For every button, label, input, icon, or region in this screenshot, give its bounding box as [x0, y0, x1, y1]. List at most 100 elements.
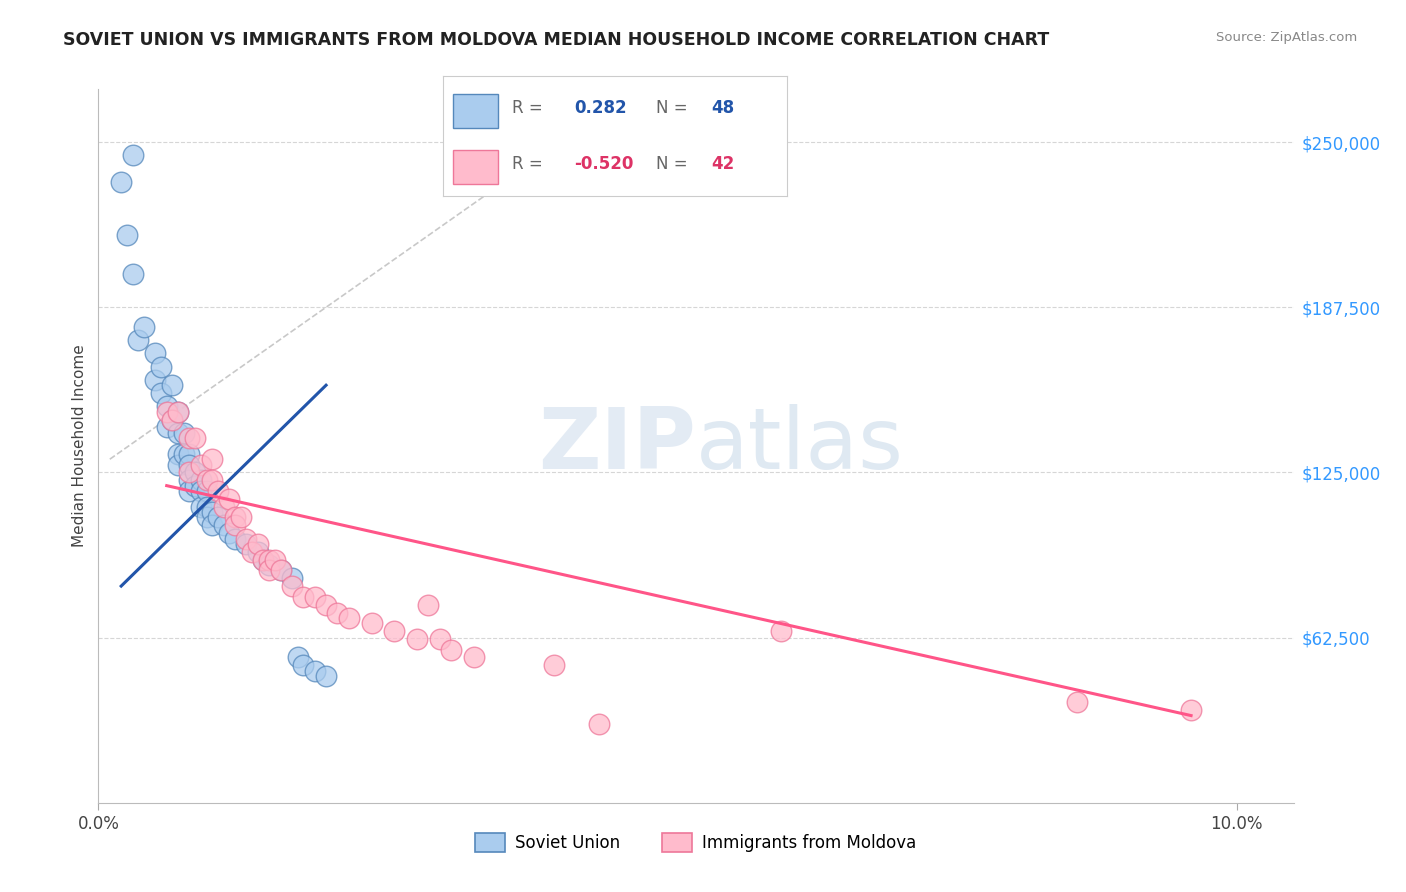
Point [190, 500, 212, 514]
Point [263, 552, 285, 566]
Point [252, 552, 274, 566]
Point [224, 510, 246, 524]
Point [167, 404, 190, 418]
Point [179, 474, 201, 488]
Point [212, 518, 235, 533]
Point [143, 346, 166, 360]
Text: Source: ZipAtlas.com: Source: ZipAtlas.com [1216, 31, 1357, 45]
Point [252, 552, 274, 566]
Point [229, 510, 252, 524]
Point [121, 148, 143, 162]
Point [115, 227, 138, 242]
Point [156, 400, 179, 414]
Point [184, 466, 207, 480]
Point [218, 526, 240, 541]
Point [162, 412, 184, 426]
Text: N =: N = [657, 154, 693, 173]
Point [201, 518, 224, 533]
Point [304, 590, 326, 604]
Legend: Soviet Union, Immigrants from Moldova: Soviet Union, Immigrants from Moldova [468, 826, 924, 859]
Text: R =: R = [512, 154, 548, 173]
Point [588, 716, 610, 731]
Point [167, 404, 190, 418]
Point [150, 359, 173, 374]
Point [770, 624, 793, 638]
Y-axis label: Median Household Income: Median Household Income [72, 344, 87, 548]
Point [207, 510, 229, 524]
Point [179, 458, 201, 472]
Point [224, 518, 246, 533]
Point [543, 658, 565, 673]
Point [304, 664, 326, 678]
Point [184, 478, 207, 492]
Point [179, 447, 201, 461]
Text: SOVIET UNION VS IMMIGRANTS FROM MOLDOVA MEDIAN HOUSEHOLD INCOME CORRELATION CHAR: SOVIET UNION VS IMMIGRANTS FROM MOLDOVA … [63, 31, 1049, 49]
Point [337, 611, 360, 625]
Point [162, 378, 184, 392]
Point [429, 632, 451, 646]
Point [150, 386, 173, 401]
Point [195, 500, 218, 514]
Point [235, 532, 257, 546]
Point [360, 616, 382, 631]
Point [173, 447, 195, 461]
Point [463, 650, 485, 665]
Point [195, 510, 218, 524]
Point [184, 431, 207, 445]
Point [156, 404, 179, 418]
Point [257, 552, 280, 566]
Point [270, 563, 292, 577]
Point [382, 624, 405, 638]
Point [127, 333, 149, 347]
Text: 42: 42 [711, 154, 735, 173]
Point [201, 452, 224, 467]
Point [167, 458, 190, 472]
Point [418, 598, 440, 612]
Point [132, 320, 155, 334]
Point [292, 590, 315, 604]
Text: 0.282: 0.282 [574, 99, 627, 118]
Point [240, 545, 263, 559]
Point [179, 483, 201, 498]
Point [190, 474, 212, 488]
Point [162, 412, 184, 426]
Point [406, 632, 429, 646]
Point [257, 558, 280, 572]
Point [179, 466, 201, 480]
Point [315, 598, 337, 612]
Text: ZIP: ZIP [538, 404, 696, 488]
Point [201, 474, 224, 488]
Point [246, 537, 269, 551]
Point [156, 420, 179, 434]
Point [281, 579, 304, 593]
Text: -0.520: -0.520 [574, 154, 633, 173]
Point [246, 545, 269, 559]
Point [440, 642, 463, 657]
Point [218, 491, 240, 506]
Point [292, 658, 315, 673]
Point [315, 669, 337, 683]
Point [195, 483, 218, 498]
Point [190, 483, 212, 498]
Text: N =: N = [657, 99, 693, 118]
Point [1180, 703, 1202, 717]
Point [212, 500, 235, 514]
Point [224, 532, 246, 546]
Point [190, 458, 212, 472]
Bar [453, 94, 498, 128]
Point [195, 474, 218, 488]
Point [1066, 695, 1088, 709]
Point [281, 571, 304, 585]
Point [179, 431, 201, 445]
Point [173, 425, 195, 440]
Point [326, 606, 349, 620]
Point [167, 425, 190, 440]
Point [167, 447, 190, 461]
Point [121, 267, 143, 281]
Text: atlas: atlas [696, 404, 904, 488]
Point [257, 563, 280, 577]
Point [143, 373, 166, 387]
Text: R =: R = [512, 99, 548, 118]
Bar [453, 151, 498, 185]
Point [270, 563, 292, 577]
